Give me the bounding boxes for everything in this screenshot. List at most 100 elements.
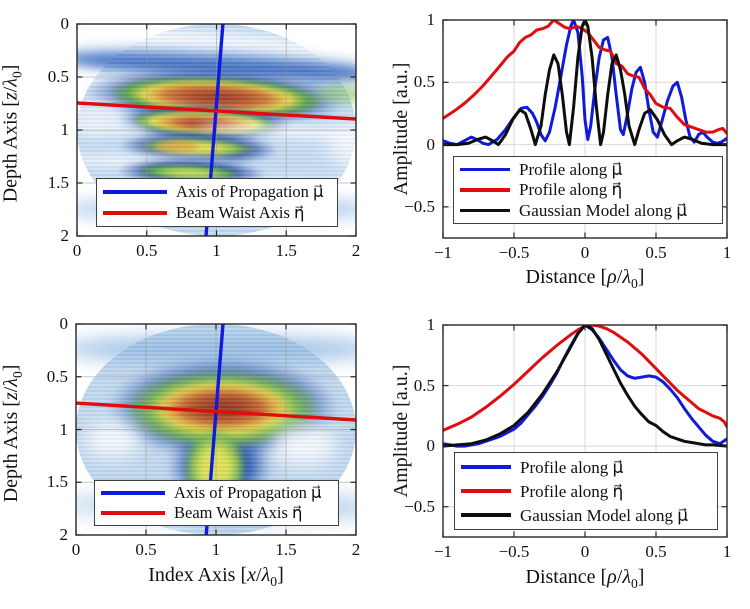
legend-bottom_right: Profile along μ⃗ Profile along η⃗ Gaussian… xyxy=(454,452,718,530)
x-tick-label: −0.5 xyxy=(498,542,530,561)
label-segment: Index Axis [ xyxy=(148,564,248,586)
legend-label: Axis of Propagation μ⃗ xyxy=(174,482,322,502)
label-segment: / xyxy=(616,566,623,588)
legend-label: Profile along μ⃗ xyxy=(519,159,623,179)
legend-bottom_left: Axis of Propagation μ⃗ Beam Waist Axis η⃗ xyxy=(94,480,339,526)
x-tick-label: 2 xyxy=(351,241,361,260)
x-tick-label: 1 xyxy=(722,243,732,262)
legend-row: Profile along η⃗ xyxy=(460,181,716,198)
label-segment: λ xyxy=(622,266,631,288)
label-segment: λ xyxy=(622,566,631,588)
label-segment: Distance [ xyxy=(525,266,608,288)
y-tick-label: 0 xyxy=(426,134,436,154)
label-segment: / xyxy=(256,564,262,586)
y-axis-label: Depth Axis [z/λ0] xyxy=(0,27,28,239)
legend-line-sample xyxy=(460,167,510,172)
y-tick-label: −0.5 xyxy=(404,196,435,216)
x-tick-label: 0 xyxy=(580,243,590,262)
y-axis-label: Amplitude [a.u.] xyxy=(390,20,412,238)
y-tick-label: 0 xyxy=(59,314,69,333)
x-tick-label: 0 xyxy=(71,540,81,559)
x-tick-label: 1.5 xyxy=(275,241,297,260)
legend-row: Axis of Propagation μ⃗ xyxy=(103,181,331,201)
label-segment: / xyxy=(616,266,623,288)
label-segment: Depth Axis [ xyxy=(0,100,22,203)
y-tick-label: 2 xyxy=(59,525,69,544)
x-tick-label: −1 xyxy=(433,542,453,561)
label-segment: λ xyxy=(261,564,271,586)
x-tick-label: 0.5 xyxy=(135,540,157,559)
y-tick-label: 1.5 xyxy=(46,472,68,492)
label-segment: ] xyxy=(0,64,22,72)
label-segment: / xyxy=(0,386,22,392)
label-segment: ] xyxy=(637,566,645,588)
x-tick-label: 1 xyxy=(211,540,221,559)
legend-row: Profile along η⃗ xyxy=(461,483,711,500)
legend-line-sample xyxy=(103,189,167,194)
x-tick-label: 1 xyxy=(722,542,732,561)
label-segment: 0 xyxy=(9,370,25,378)
x-tick-label: −1 xyxy=(433,243,453,262)
y-tick-label: 1 xyxy=(426,315,436,334)
label-segment: Amplitude [a.u.] xyxy=(390,364,412,498)
legend-label: Beam Waist Axis η⃗ xyxy=(176,203,305,222)
curve-Profile along μ⃗ xyxy=(443,325,727,448)
y-axis-label: Amplitude [a.u.] xyxy=(390,325,412,537)
y-tick-label: 1 xyxy=(59,419,69,439)
legend-line-sample xyxy=(460,208,510,213)
legend-line-sample xyxy=(460,188,510,192)
label-segment: λ xyxy=(0,78,22,87)
legend-row: Axis of Propagation μ⃗ xyxy=(101,482,332,502)
legend-line-sample xyxy=(461,465,511,469)
legend-top_left: Axis of Propagation μ⃗ Beam Waist Axis η⃗ xyxy=(96,178,338,227)
label-segment: Amplitude [a.u.] xyxy=(390,62,412,196)
y-tick-label: 0.5 xyxy=(47,67,69,86)
y-tick-label: 0.5 xyxy=(413,375,435,395)
legend-line-sample xyxy=(101,491,165,495)
legend-row: Gaussian Model along μ⃗ xyxy=(461,507,711,524)
y-tick-label: 0 xyxy=(426,436,436,456)
legend-top_right: Profile along μ⃗ Profile along η⃗ Gaussian… xyxy=(453,156,723,224)
legend-label: Axis of Propagation μ⃗ xyxy=(176,181,324,201)
curve-Gaussian Model along μ⃗ xyxy=(443,325,727,448)
y-tick-label: 0.5 xyxy=(46,366,68,386)
x-tick-label: 1.5 xyxy=(275,540,297,559)
legend-label: Profile along η⃗ xyxy=(519,180,623,200)
x-axis-label: Index Axis [x/λ0] xyxy=(76,564,356,593)
y-tick-label: 0.5 xyxy=(413,72,435,92)
x-tick-label: 1 xyxy=(212,241,221,260)
x-tick-label: 0.5 xyxy=(645,243,667,262)
legend-line-sample xyxy=(461,489,511,493)
label-segment: / xyxy=(0,86,22,93)
y-axis-label: Depth Axis [z/λ0] xyxy=(0,327,28,538)
y-tick-label: 1 xyxy=(426,10,436,29)
x-axis-label: Distance [ρ/λ0] xyxy=(443,266,727,295)
label-segment: 0 xyxy=(631,575,638,591)
legend-line-sample xyxy=(461,513,511,517)
label-segment: λ xyxy=(0,377,22,387)
legend-label: Beam Waist Axis η⃗ xyxy=(174,502,303,522)
x-axis-label: Distance [ρ/λ0] xyxy=(443,566,727,595)
x-tick-label: 0 xyxy=(580,542,590,561)
legend-row: Gaussian Model along μ⃗ xyxy=(460,202,716,219)
legend-line-sample xyxy=(103,211,167,216)
y-tick-label: −0.5 xyxy=(404,496,435,516)
x-tick-label: 0.5 xyxy=(136,241,158,260)
label-segment: z xyxy=(0,92,22,101)
label-segment: 0 xyxy=(9,71,25,79)
legend-row: Profile along μ⃗ xyxy=(460,161,716,178)
y-tick-label: 2 xyxy=(60,226,70,245)
y-tick-label: 1 xyxy=(60,120,70,139)
y-tick-label: 0 xyxy=(60,14,70,33)
label-segment: ] xyxy=(0,364,22,371)
legend-label: Gaussian Model along μ⃗ xyxy=(519,201,688,221)
label-segment: ] xyxy=(637,266,645,288)
curve-Gaussian Model along μ⃗ xyxy=(443,20,727,147)
label-segment: 0 xyxy=(631,275,638,291)
x-tick-label: 0 xyxy=(72,241,82,260)
curve-Profile along η⃗ xyxy=(443,325,727,432)
x-tick-label: 0.5 xyxy=(645,542,667,561)
label-segment: ρ xyxy=(607,566,617,588)
legend-line-sample xyxy=(101,511,165,515)
